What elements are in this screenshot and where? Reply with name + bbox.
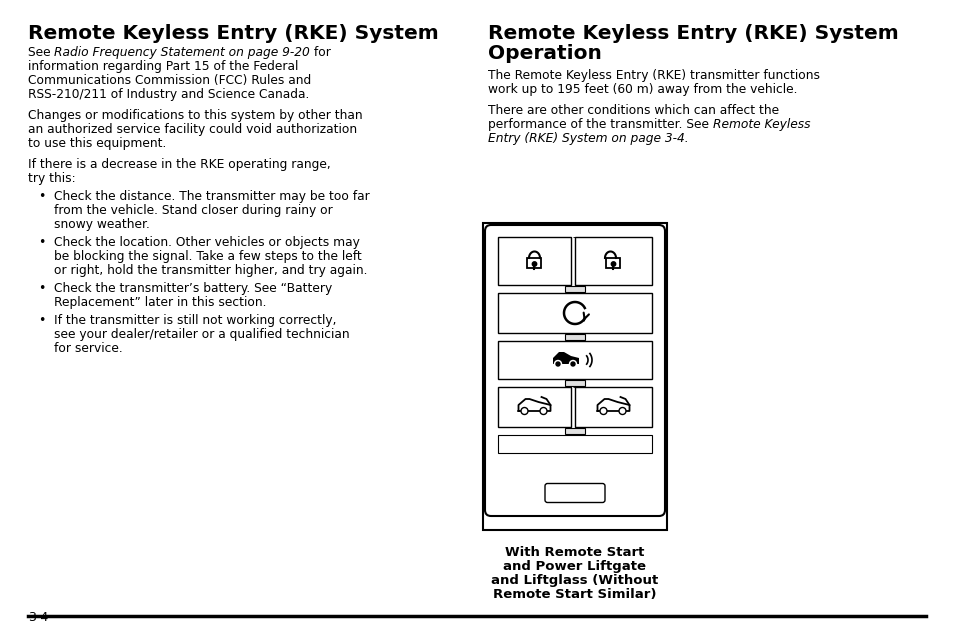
Text: performance of the transmitter. See: performance of the transmitter. See: [488, 118, 712, 131]
Bar: [497, 293, 651, 333]
Bar: [575, 387, 651, 427]
Text: Entry (RKE) System on page 3-4.: Entry (RKE) System on page 3-4.: [488, 132, 688, 145]
Bar: [564, 380, 584, 386]
Text: Check the location. Other vehicles or objects may: Check the location. Other vehicles or ob…: [54, 236, 359, 249]
Text: information regarding Part 15 of the Federal: information regarding Part 15 of the Fed…: [28, 60, 298, 73]
Bar: [497, 387, 571, 427]
Bar: [497, 435, 651, 453]
Text: Operation: Operation: [488, 44, 601, 63]
Text: •: •: [38, 282, 46, 295]
Text: for: for: [310, 46, 331, 59]
Text: Changes or modifications to this system by other than: Changes or modifications to this system …: [28, 109, 362, 122]
Bar: [575, 237, 651, 285]
Text: try this:: try this:: [28, 172, 75, 185]
Circle shape: [539, 408, 546, 415]
Text: Communications Commission (FCC) Rules and: Communications Commission (FCC) Rules an…: [28, 74, 311, 87]
FancyBboxPatch shape: [544, 484, 604, 503]
Text: from the vehicle. Stand closer during rainy or: from the vehicle. Stand closer during ra…: [54, 204, 333, 217]
Text: There are other conditions which can affect the: There are other conditions which can aff…: [488, 104, 779, 117]
Bar: [527, 258, 541, 268]
Text: or right, hold the transmitter higher, and try again.: or right, hold the transmitter higher, a…: [54, 264, 367, 277]
Circle shape: [611, 262, 615, 266]
Text: Check the transmitter’s battery. See “Battery: Check the transmitter’s battery. See “Ba…: [54, 282, 332, 295]
Bar: [482, 223, 666, 530]
Text: Remote Keyless Entry (RKE) System: Remote Keyless Entry (RKE) System: [488, 24, 898, 43]
Circle shape: [599, 408, 606, 415]
Bar: [606, 258, 619, 268]
Text: see your dealer/retailer or a qualified technician: see your dealer/retailer or a qualified …: [54, 328, 349, 341]
Text: With Remote Start: With Remote Start: [505, 546, 644, 559]
Text: 3-4: 3-4: [28, 611, 49, 624]
Text: If the transmitter is still not working correctly,: If the transmitter is still not working …: [54, 314, 336, 327]
Bar: [497, 341, 651, 379]
Bar: [564, 286, 584, 292]
Text: The Remote Keyless Entry (RKE) transmitter functions: The Remote Keyless Entry (RKE) transmitt…: [488, 69, 820, 82]
Text: See: See: [28, 46, 54, 59]
Text: RSS-210/211 of Industry and Science Canada.: RSS-210/211 of Industry and Science Cana…: [28, 88, 309, 101]
Text: to use this equipment.: to use this equipment.: [28, 137, 166, 150]
Circle shape: [520, 408, 527, 415]
Text: Remote Keyless: Remote Keyless: [712, 118, 809, 131]
Circle shape: [554, 360, 561, 367]
Text: •: •: [38, 314, 46, 327]
Text: snowy weather.: snowy weather.: [54, 218, 150, 231]
Text: If there is a decrease in the RKE operating range,: If there is a decrease in the RKE operat…: [28, 158, 331, 171]
Circle shape: [618, 408, 625, 415]
Bar: [564, 428, 584, 434]
Text: and Power Liftgate: and Power Liftgate: [503, 560, 646, 573]
Polygon shape: [553, 352, 578, 364]
Text: Replacement” later in this section.: Replacement” later in this section.: [54, 296, 266, 309]
Text: and Liftglass (Without: and Liftglass (Without: [491, 574, 658, 587]
Circle shape: [556, 362, 559, 366]
Text: work up to 195 feet (60 m) away from the vehicle.: work up to 195 feet (60 m) away from the…: [488, 83, 797, 96]
Text: •: •: [38, 190, 46, 203]
Text: Radio Frequency Statement on page 9-20: Radio Frequency Statement on page 9-20: [54, 46, 310, 59]
Circle shape: [571, 362, 575, 366]
Bar: [564, 334, 584, 340]
Text: be blocking the signal. Take a few steps to the left: be blocking the signal. Take a few steps…: [54, 250, 361, 263]
Text: •: •: [38, 236, 46, 249]
Circle shape: [532, 262, 537, 266]
Text: an authorized service facility could void authorization: an authorized service facility could voi…: [28, 123, 356, 136]
Text: Remote Keyless Entry (RKE) System: Remote Keyless Entry (RKE) System: [28, 24, 438, 43]
Text: for service.: for service.: [54, 342, 123, 355]
FancyBboxPatch shape: [484, 225, 664, 516]
Text: Remote Start Similar): Remote Start Similar): [493, 588, 656, 601]
Text: Check the distance. The transmitter may be too far: Check the distance. The transmitter may …: [54, 190, 370, 203]
Bar: [497, 237, 571, 285]
Circle shape: [569, 360, 576, 367]
